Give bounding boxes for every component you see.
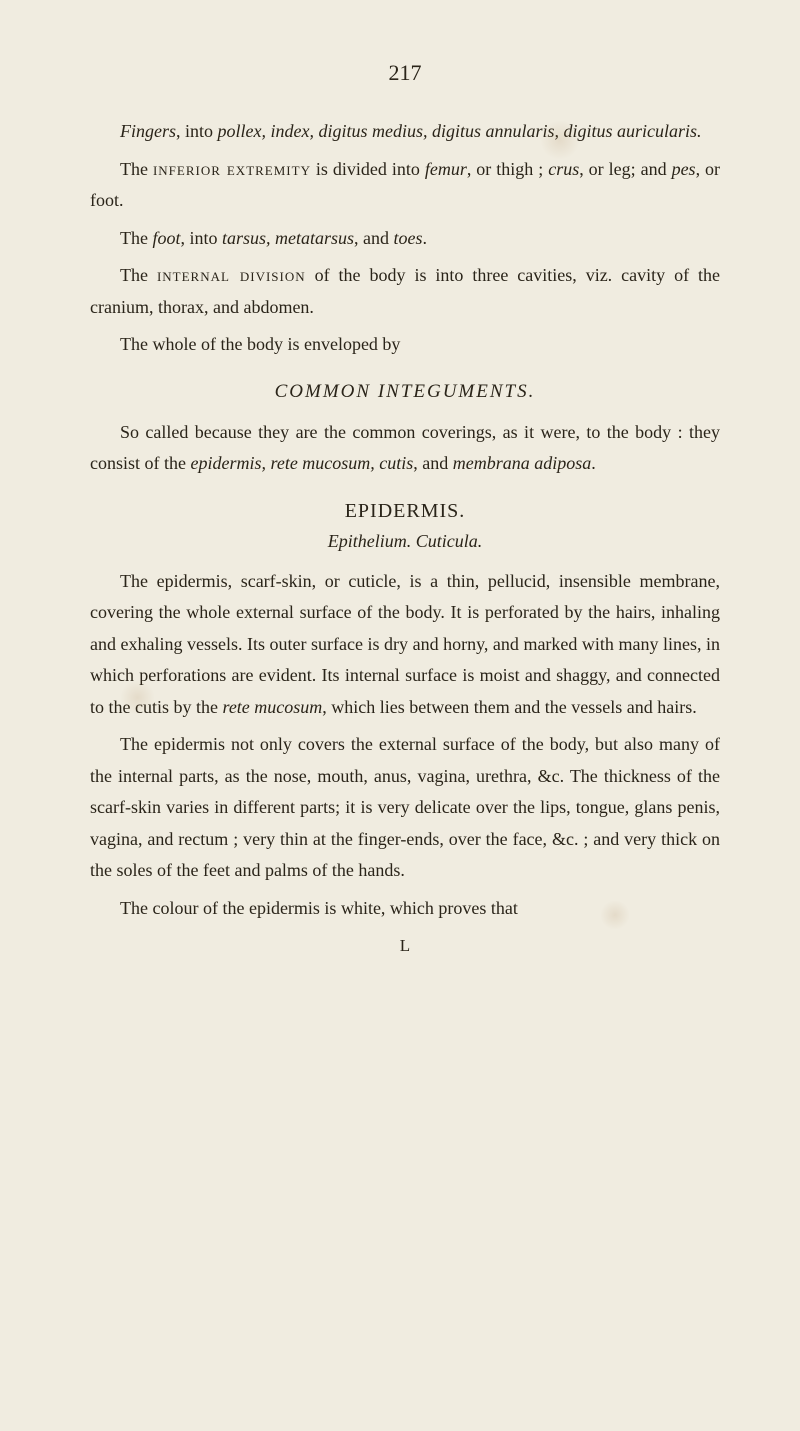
text-run: , and [413, 453, 453, 473]
page-number: 217 [90, 60, 720, 86]
text-italic: foot [152, 228, 180, 248]
text-run: The whole of the body is enveloped by [120, 334, 400, 354]
text-italic: toes [394, 228, 423, 248]
text-run: The [120, 228, 152, 248]
text-run: The [120, 265, 157, 285]
text-run: The colour of the epidermis is white, wh… [120, 898, 518, 918]
text-italic: femur [425, 159, 467, 179]
text-italic: tarsus, metatarsus [222, 228, 354, 248]
text-run: is divided into [311, 159, 425, 179]
text-run: , into [176, 121, 218, 141]
text-run: . [423, 228, 428, 248]
body-paragraph: The epidermis, scarf-skin, or cuticle, i… [90, 566, 720, 724]
body-paragraph: The whole of the body is enveloped by [90, 329, 720, 361]
sub-heading-italic: Epithelium. Cuticula. [90, 531, 720, 552]
text-run: The [120, 159, 153, 179]
text-italic: rete mucosum [222, 697, 322, 717]
section-heading: COMMON INTEGUMENTS. [90, 381, 720, 403]
body-paragraph: The colour of the epidermis is white, wh… [90, 893, 720, 925]
text-italic: epidermis, rete mucosum, cutis [191, 453, 414, 473]
text-run: , or leg; and [579, 159, 671, 179]
body-paragraph: The internal division of the body is int… [90, 260, 720, 323]
body-paragraph: So called because they are the common co… [90, 417, 720, 480]
text-run: The epidermis, scarf-skin, or cuticle, i… [90, 571, 720, 717]
sub-heading: EPIDERMIS. [90, 500, 720, 523]
body-paragraph: The epidermis not only covers the extern… [90, 729, 720, 887]
text-italic: crus [548, 159, 579, 179]
text-run: , into [181, 228, 223, 248]
text-run: The epidermis not only covers the extern… [90, 734, 720, 880]
body-paragraph: Fingers, into pollex, index, digitus med… [90, 116, 720, 148]
text-italic: Fingers [120, 121, 176, 141]
text-run: , which lies between them and the vessel… [322, 697, 696, 717]
body-paragraph: The inferior extremity is divided into f… [90, 154, 720, 217]
signature-mark: L [90, 936, 720, 956]
text-italic: pes [672, 159, 696, 179]
text-smallcaps: internal division [157, 265, 306, 285]
text-smallcaps: inferior extremity [153, 159, 311, 179]
text-run: , and [354, 228, 394, 248]
text-run: . [591, 453, 596, 473]
text-italic: membrana adiposa [453, 453, 592, 473]
text-italic: pollex, index, digitus medius, digitus a… [218, 121, 702, 141]
text-run: , or thigh ; [467, 159, 548, 179]
body-paragraph: The foot, into tarsus, metatarsus, and t… [90, 223, 720, 255]
